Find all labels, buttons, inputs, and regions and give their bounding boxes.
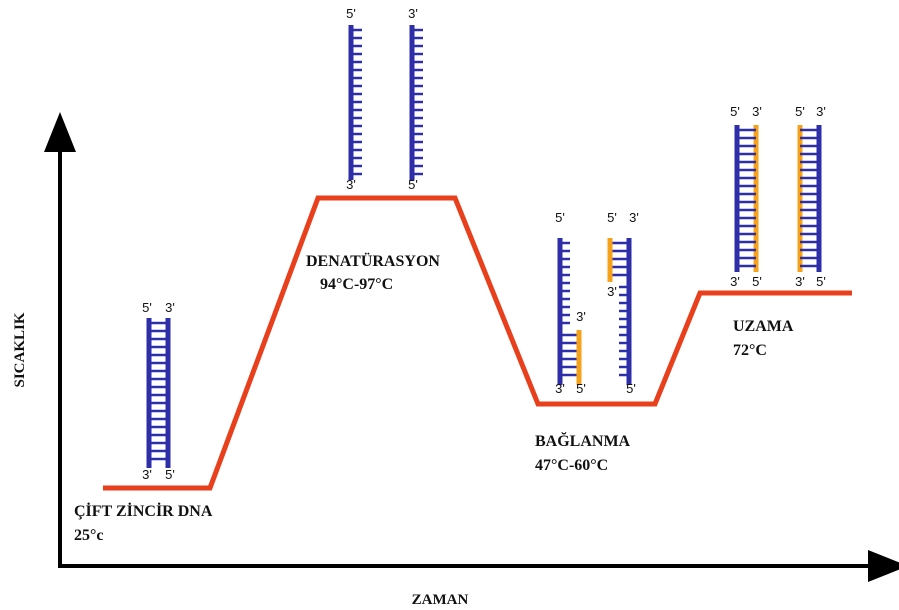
strand-end-label: 5' [555, 210, 565, 225]
strand-end-label: 3' [142, 467, 152, 482]
stage-temp: 94°C-97°C [320, 276, 393, 293]
strand-end-label: 5' [576, 381, 586, 396]
strand-end-label: 5' [408, 177, 418, 192]
strand-end-label: 5' [142, 300, 152, 315]
stage-temp: 25°c [74, 527, 104, 544]
strand-end-label: 5' [816, 274, 826, 289]
strand-end-label: 3' [165, 300, 175, 315]
strand-end-label: 5' [626, 381, 636, 396]
strand-end-label: 5' [795, 104, 805, 119]
strand-end-label: 3' [752, 104, 762, 119]
strand-end-label: 3' [346, 177, 356, 192]
strand-end-label: 3' [555, 381, 565, 396]
stage-name: BAĞLANMA [535, 431, 631, 450]
y-axis-label: SICAKLIK [12, 312, 28, 387]
strand-end-label: 5' [607, 210, 617, 225]
strand-end-label: 3' [795, 274, 805, 289]
strand-end-label: 3' [576, 309, 586, 324]
strand-end-label: 5' [730, 104, 740, 119]
x-axis-label: ZAMAN [412, 592, 469, 608]
strand-end-label: 3' [816, 104, 826, 119]
page: ZAMAN SICAKLIK ÇİFT ZİNCİR DNA 25°c DENA… [0, 0, 899, 610]
strand-end-label: 5' [165, 467, 175, 482]
strand-end-label: 3' [408, 6, 418, 21]
strand-end-label: 5' [752, 274, 762, 289]
stage-name: ÇİFT ZİNCİR DNA [74, 501, 213, 520]
stage-temp: 72°C [733, 342, 767, 359]
stage-name: UZAMA [733, 318, 794, 335]
pcr-diagram: ZAMAN SICAKLIK ÇİFT ZİNCİR DNA 25°c DENA… [0, 0, 899, 610]
stage-name: DENATÜRASYON [306, 252, 440, 270]
stage-temp: 47°C-60°C [535, 457, 608, 474]
strand-end-label: 3' [730, 274, 740, 289]
strand-end-label: 3' [629, 210, 639, 225]
strand-end-label: 5' [346, 6, 356, 21]
strand-end-label: 3' [607, 284, 617, 299]
